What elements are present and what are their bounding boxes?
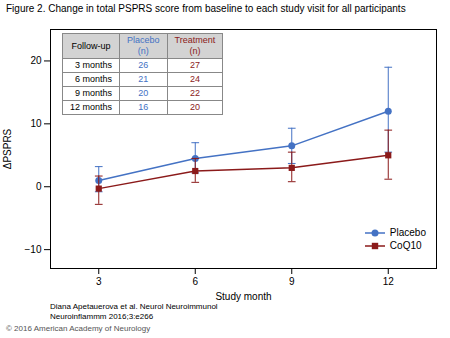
html-text:Treatment (n): Treatment (n) <box>174 35 216 56</box>
html-text:Neuroinflammm 2016;3:e266: Neuroinflammm 2016;3:e266 <box>50 312 154 321</box>
svg-text:−10: −10 <box>25 244 42 255</box>
html-text:Placebo: Placebo <box>389 227 426 238</box>
html-text:© 2016 American Academy of Neu: © 2016 American Academy of Neurology <box>6 324 151 333</box>
html-text:16: 16 <box>138 102 149 112</box>
svg-text:Study month: Study month <box>215 291 271 302</box>
html-text:20: 20 <box>138 88 149 98</box>
html-text:9 months: 9 months <box>75 88 112 98</box>
html-text:22: 22 <box>189 88 200 98</box>
html-text:24: 24 <box>189 74 200 84</box>
svg-text:20: 20 <box>30 55 42 66</box>
svg-text:12: 12 <box>383 276 395 287</box>
svg-text:10: 10 <box>30 118 42 129</box>
html-text:CoQ10: CoQ10 <box>389 240 422 251</box>
html-text:3 months: 3 months <box>75 60 112 70</box>
html-text:Figure 2. Change in total PSPR: Figure 2. Change in total PSPRS score fr… <box>6 3 406 14</box>
svg-text:3: 3 <box>96 276 102 287</box>
svg-text:9: 9 <box>289 276 295 287</box>
svg-text:0: 0 <box>36 181 42 192</box>
html-text:20: 20 <box>189 102 200 112</box>
html-text:27: 27 <box>189 60 200 70</box>
html-text:21: 21 <box>138 74 149 84</box>
html-text:Placebo (n): Placebo (n) <box>127 35 160 56</box>
html-text:6 months: 6 months <box>75 74 112 84</box>
html-text:Follow-up: Follow-up <box>71 40 111 51</box>
html-text:26: 26 <box>138 60 149 70</box>
html-text:12 months: 12 months <box>70 102 112 112</box>
svg-text:ΔPSPRS: ΔPSPRS <box>2 128 13 169</box>
html-text:Diana Apetauerova et al. Neuro: Diana Apetauerova et al. Neurol Neuroimm… <box>50 302 218 311</box>
svg-text:6: 6 <box>192 276 198 287</box>
